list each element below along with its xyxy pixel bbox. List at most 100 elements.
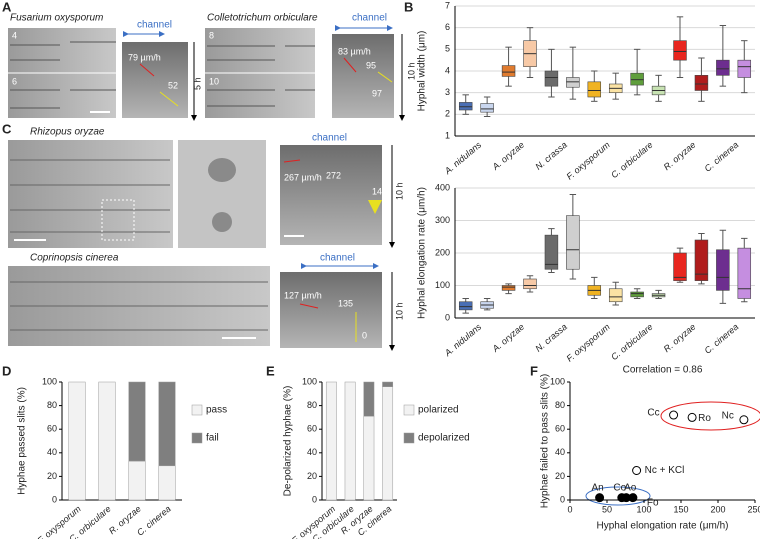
data-point <box>739 415 749 425</box>
box <box>737 59 752 78</box>
y-tick-label: 1 <box>445 130 450 140</box>
legend-label: depolarized <box>418 433 470 444</box>
box <box>630 72 644 86</box>
legend-swatch <box>191 404 203 416</box>
y-tick-label: 6 <box>445 22 450 32</box>
x-tick-label: A. oryzae <box>490 140 526 173</box>
y-tick-label: 5 <box>445 44 450 54</box>
rate-arrow <box>343 57 357 73</box>
data-point <box>628 493 638 503</box>
kymo-value: 0 <box>362 330 367 340</box>
hypha <box>10 281 268 331</box>
panel-label: B <box>404 0 413 14</box>
y-tick-label: 0 <box>560 494 565 504</box>
data-point <box>632 466 642 475</box>
panel-label: A <box>2 0 12 14</box>
box <box>566 77 580 88</box>
species-title: Colletotrichum orbiculare <box>207 13 318 24</box>
hypha <box>10 41 116 109</box>
species-title: Fusarium oxysporum <box>10 13 103 24</box>
x-tick-label: 50 <box>602 504 612 514</box>
y-tick-label: 100 <box>435 280 450 290</box>
micrograph-group: Fusarium oxysporum 4 6 channel 79 µm/h 5… <box>8 13 202 121</box>
y-tick-label: 40 <box>555 447 565 457</box>
point-label: Co <box>613 482 626 493</box>
point-label: Cc <box>647 408 659 419</box>
box <box>501 285 516 291</box>
point-label: Nc <box>722 410 734 421</box>
rate-arrow <box>139 63 155 77</box>
legend-label: fail <box>206 433 219 444</box>
x-tick-label: 200 <box>710 504 725 514</box>
species-title: Rhizopus oryzae <box>30 127 105 138</box>
x-tick-label: A. nidulans <box>442 321 484 358</box>
box <box>480 103 494 113</box>
y-tick-label: 7 <box>445 0 450 10</box>
y-tick-label: 20 <box>555 471 565 481</box>
x-tick-label: C. cinerea <box>703 322 741 356</box>
x-tick-label: N. crassa <box>533 140 569 172</box>
box <box>630 291 644 298</box>
data-point <box>687 412 697 422</box>
y-tick-label: 60 <box>307 424 317 434</box>
kymograph <box>280 145 382 245</box>
y-axis-label: Hyphal width (μm) <box>417 31 428 112</box>
box <box>544 70 559 87</box>
frame-number: 8 <box>209 30 214 40</box>
bar-segment <box>363 381 375 417</box>
y-tick-label: 3 <box>445 87 450 97</box>
y-tick-label: 20 <box>307 471 317 481</box>
y-axis-label: Hyphae passed slits (%) <box>17 387 28 495</box>
data-point <box>595 493 605 503</box>
box <box>458 102 473 111</box>
x-tick-label: A. oryzae <box>490 322 526 355</box>
y-tick-label: 100 <box>42 376 57 386</box>
x-tick-label: 150 <box>673 504 688 514</box>
box <box>587 81 602 98</box>
y-tick-label: 400 <box>435 182 450 192</box>
hypha-tip <box>208 158 236 182</box>
box <box>673 252 687 281</box>
panel-label: E <box>266 363 275 378</box>
chart-title: Correlation = 0.86 <box>623 365 703 376</box>
kymo-value: 14 <box>372 186 382 196</box>
y-tick-label: 0 <box>312 494 317 504</box>
micrograph-group: Coprinopsis cinerea channel 127 µm/h 135… <box>8 253 404 351</box>
bar-segment <box>382 386 394 501</box>
y-tick-label: 100 <box>302 376 317 386</box>
y-tick-label: 0 <box>52 494 57 504</box>
kymo-value: 52 <box>168 80 178 90</box>
rate-label: 127 µm/h <box>284 290 322 300</box>
hypha <box>207 45 315 107</box>
x-tick-label: 0 <box>567 504 572 514</box>
x-tick-label: C. orbiculare <box>609 140 655 180</box>
legend-swatch <box>403 404 415 416</box>
duration-label: 10 h <box>394 302 404 320</box>
channel-label: channel <box>137 20 172 31</box>
bar-segment <box>344 381 356 501</box>
box <box>501 65 516 77</box>
y-tick-label: 20 <box>47 471 57 481</box>
zoom-box <box>101 199 135 241</box>
y-tick-label: 200 <box>435 247 450 257</box>
bar-segment <box>363 415 375 501</box>
y-axis-label: Hyphal elongation rate (μm/h) <box>417 187 428 319</box>
y-axis-label: Hyphae failed to pass slits (%) <box>540 374 551 509</box>
frame-number: 6 <box>12 76 17 86</box>
box <box>716 59 730 76</box>
legend-swatch <box>191 432 203 444</box>
data-point <box>669 410 679 420</box>
rate-arrow <box>283 159 301 163</box>
x-tick-label: 100 <box>636 504 651 514</box>
box <box>694 239 709 281</box>
x-tick-label: F. oxysporum <box>565 139 613 181</box>
duration-label: 10 h <box>406 62 416 80</box>
box <box>566 215 580 270</box>
channel-label: channel <box>320 253 355 264</box>
point-label: Ao <box>624 482 637 493</box>
panel-label: D <box>2 363 11 378</box>
legend-label: pass <box>206 405 227 416</box>
rate-arrow <box>299 303 319 309</box>
box <box>608 288 623 303</box>
point-label: Nc + KCl <box>645 465 685 476</box>
